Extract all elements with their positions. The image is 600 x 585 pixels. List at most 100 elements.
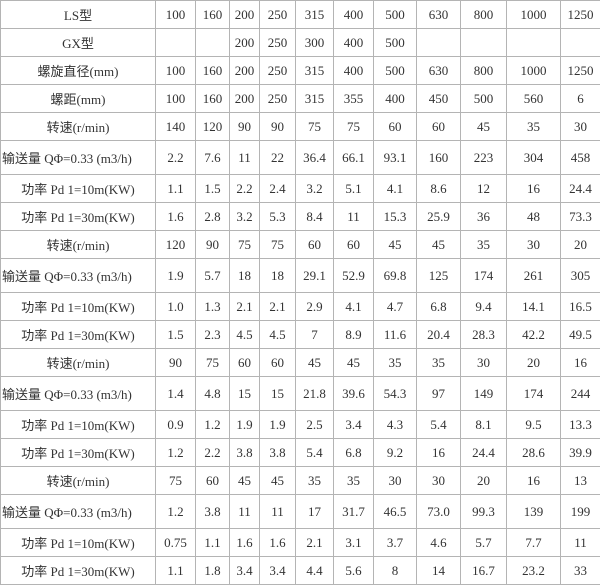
table-cell: 5.4 bbox=[417, 411, 461, 439]
table-cell: 7 bbox=[296, 321, 334, 349]
table-cell: 500 bbox=[461, 85, 507, 113]
table-cell: 3.2 bbox=[230, 203, 260, 231]
table-cell: 223 bbox=[461, 141, 507, 175]
table-cell: 93.1 bbox=[374, 141, 417, 175]
table-cell: 2.8 bbox=[196, 203, 230, 231]
table-cell: 15 bbox=[230, 377, 260, 411]
table-cell: 16.5 bbox=[561, 293, 600, 321]
table-cell: 36.4 bbox=[296, 141, 334, 175]
table-cell: 20 bbox=[461, 467, 507, 495]
row-label: 螺旋直径(mm) bbox=[1, 57, 156, 85]
row-label: 输送量 QΦ=0.33 (m3/h) bbox=[1, 495, 156, 529]
table-cell: 2.9 bbox=[296, 293, 334, 321]
table-cell: 2.1 bbox=[260, 293, 296, 321]
table-cell: 800 bbox=[461, 57, 507, 85]
table-cell: 0.9 bbox=[156, 411, 196, 439]
table-cell: 45 bbox=[374, 231, 417, 259]
table-cell: 3.4 bbox=[334, 411, 374, 439]
table-cell: 75 bbox=[334, 113, 374, 141]
table-cell: 120 bbox=[196, 113, 230, 141]
table-cell: 39.9 bbox=[561, 439, 600, 467]
table-cell: 3.8 bbox=[230, 439, 260, 467]
row-label: 转速(r/min) bbox=[1, 467, 156, 495]
table-cell: 60 bbox=[417, 113, 461, 141]
table-cell: 3.8 bbox=[196, 495, 230, 529]
table-cell: 3.2 bbox=[296, 175, 334, 203]
table-cell: 800 bbox=[461, 1, 507, 29]
table-cell: 75 bbox=[156, 467, 196, 495]
row-label: 输送量 QΦ=0.33 (m3/h) bbox=[1, 259, 156, 293]
table-cell: 4.3 bbox=[374, 411, 417, 439]
table-cell: 3.7 bbox=[374, 529, 417, 557]
table-cell: 20 bbox=[561, 231, 600, 259]
table-cell: 3.4 bbox=[260, 557, 296, 585]
table-cell: 8 bbox=[374, 557, 417, 585]
table-cell: 75 bbox=[230, 231, 260, 259]
table-cell: 35 bbox=[417, 349, 461, 377]
table-cell: 17 bbox=[296, 495, 334, 529]
table-cell: 11.6 bbox=[374, 321, 417, 349]
table-cell: 66.1 bbox=[334, 141, 374, 175]
table-cell: 3.1 bbox=[334, 529, 374, 557]
table-cell: 2.1 bbox=[296, 529, 334, 557]
table-cell: 45 bbox=[230, 467, 260, 495]
table-cell: 73.0 bbox=[417, 495, 461, 529]
table-cell: 4.4 bbox=[296, 557, 334, 585]
table-cell: 1.2 bbox=[156, 439, 196, 467]
table-cell: 630 bbox=[417, 1, 461, 29]
table-cell: 2.4 bbox=[260, 175, 296, 203]
table-cell: 560 bbox=[507, 85, 561, 113]
table-cell: 30 bbox=[561, 113, 600, 141]
table-cell: 1.6 bbox=[230, 529, 260, 557]
table-cell: 500 bbox=[374, 57, 417, 85]
table-cell: 20.4 bbox=[417, 321, 461, 349]
table-cell: 28.3 bbox=[461, 321, 507, 349]
row-label: 转速(r/min) bbox=[1, 231, 156, 259]
table-cell: 11 bbox=[561, 529, 600, 557]
table-cell: 160 bbox=[196, 85, 230, 113]
table-cell: 400 bbox=[334, 29, 374, 57]
table-cell: 400 bbox=[374, 85, 417, 113]
table-cell: 1.3 bbox=[196, 293, 230, 321]
table-cell: 11 bbox=[230, 141, 260, 175]
table-cell: 23.2 bbox=[507, 557, 561, 585]
table-cell: 24.4 bbox=[561, 175, 600, 203]
table-cell: 1.6 bbox=[156, 203, 196, 231]
table-cell: 6.8 bbox=[417, 293, 461, 321]
table-cell: 140 bbox=[156, 113, 196, 141]
table-cell: 11 bbox=[260, 495, 296, 529]
table-cell: 9.5 bbox=[507, 411, 561, 439]
row-label: 转速(r/min) bbox=[1, 113, 156, 141]
table-cell bbox=[156, 29, 196, 57]
table-cell: 16 bbox=[507, 467, 561, 495]
table-cell bbox=[461, 29, 507, 57]
table-cell: 75 bbox=[196, 349, 230, 377]
table-cell: 73.3 bbox=[561, 203, 600, 231]
table-cell: 630 bbox=[417, 57, 461, 85]
table-cell: 1.5 bbox=[196, 175, 230, 203]
table-cell: 1.8 bbox=[196, 557, 230, 585]
table-cell: 9.4 bbox=[461, 293, 507, 321]
table-cell: 1.5 bbox=[156, 321, 196, 349]
table-cell: 30 bbox=[461, 349, 507, 377]
table-cell: 97 bbox=[417, 377, 461, 411]
table-cell: 5.4 bbox=[296, 439, 334, 467]
table-cell: 48 bbox=[507, 203, 561, 231]
table-cell: 90 bbox=[156, 349, 196, 377]
table-cell: 99.3 bbox=[461, 495, 507, 529]
table-cell: 45 bbox=[417, 231, 461, 259]
table-cell: 5.1 bbox=[334, 175, 374, 203]
table-cell bbox=[561, 29, 600, 57]
table-cell: 46.5 bbox=[374, 495, 417, 529]
table-cell: 20 bbox=[507, 349, 561, 377]
row-label: 功率 Pd 1=10m(KW) bbox=[1, 293, 156, 321]
table-cell: 16.7 bbox=[461, 557, 507, 585]
table-cell: 261 bbox=[507, 259, 561, 293]
table-cell: 1250 bbox=[561, 1, 600, 29]
